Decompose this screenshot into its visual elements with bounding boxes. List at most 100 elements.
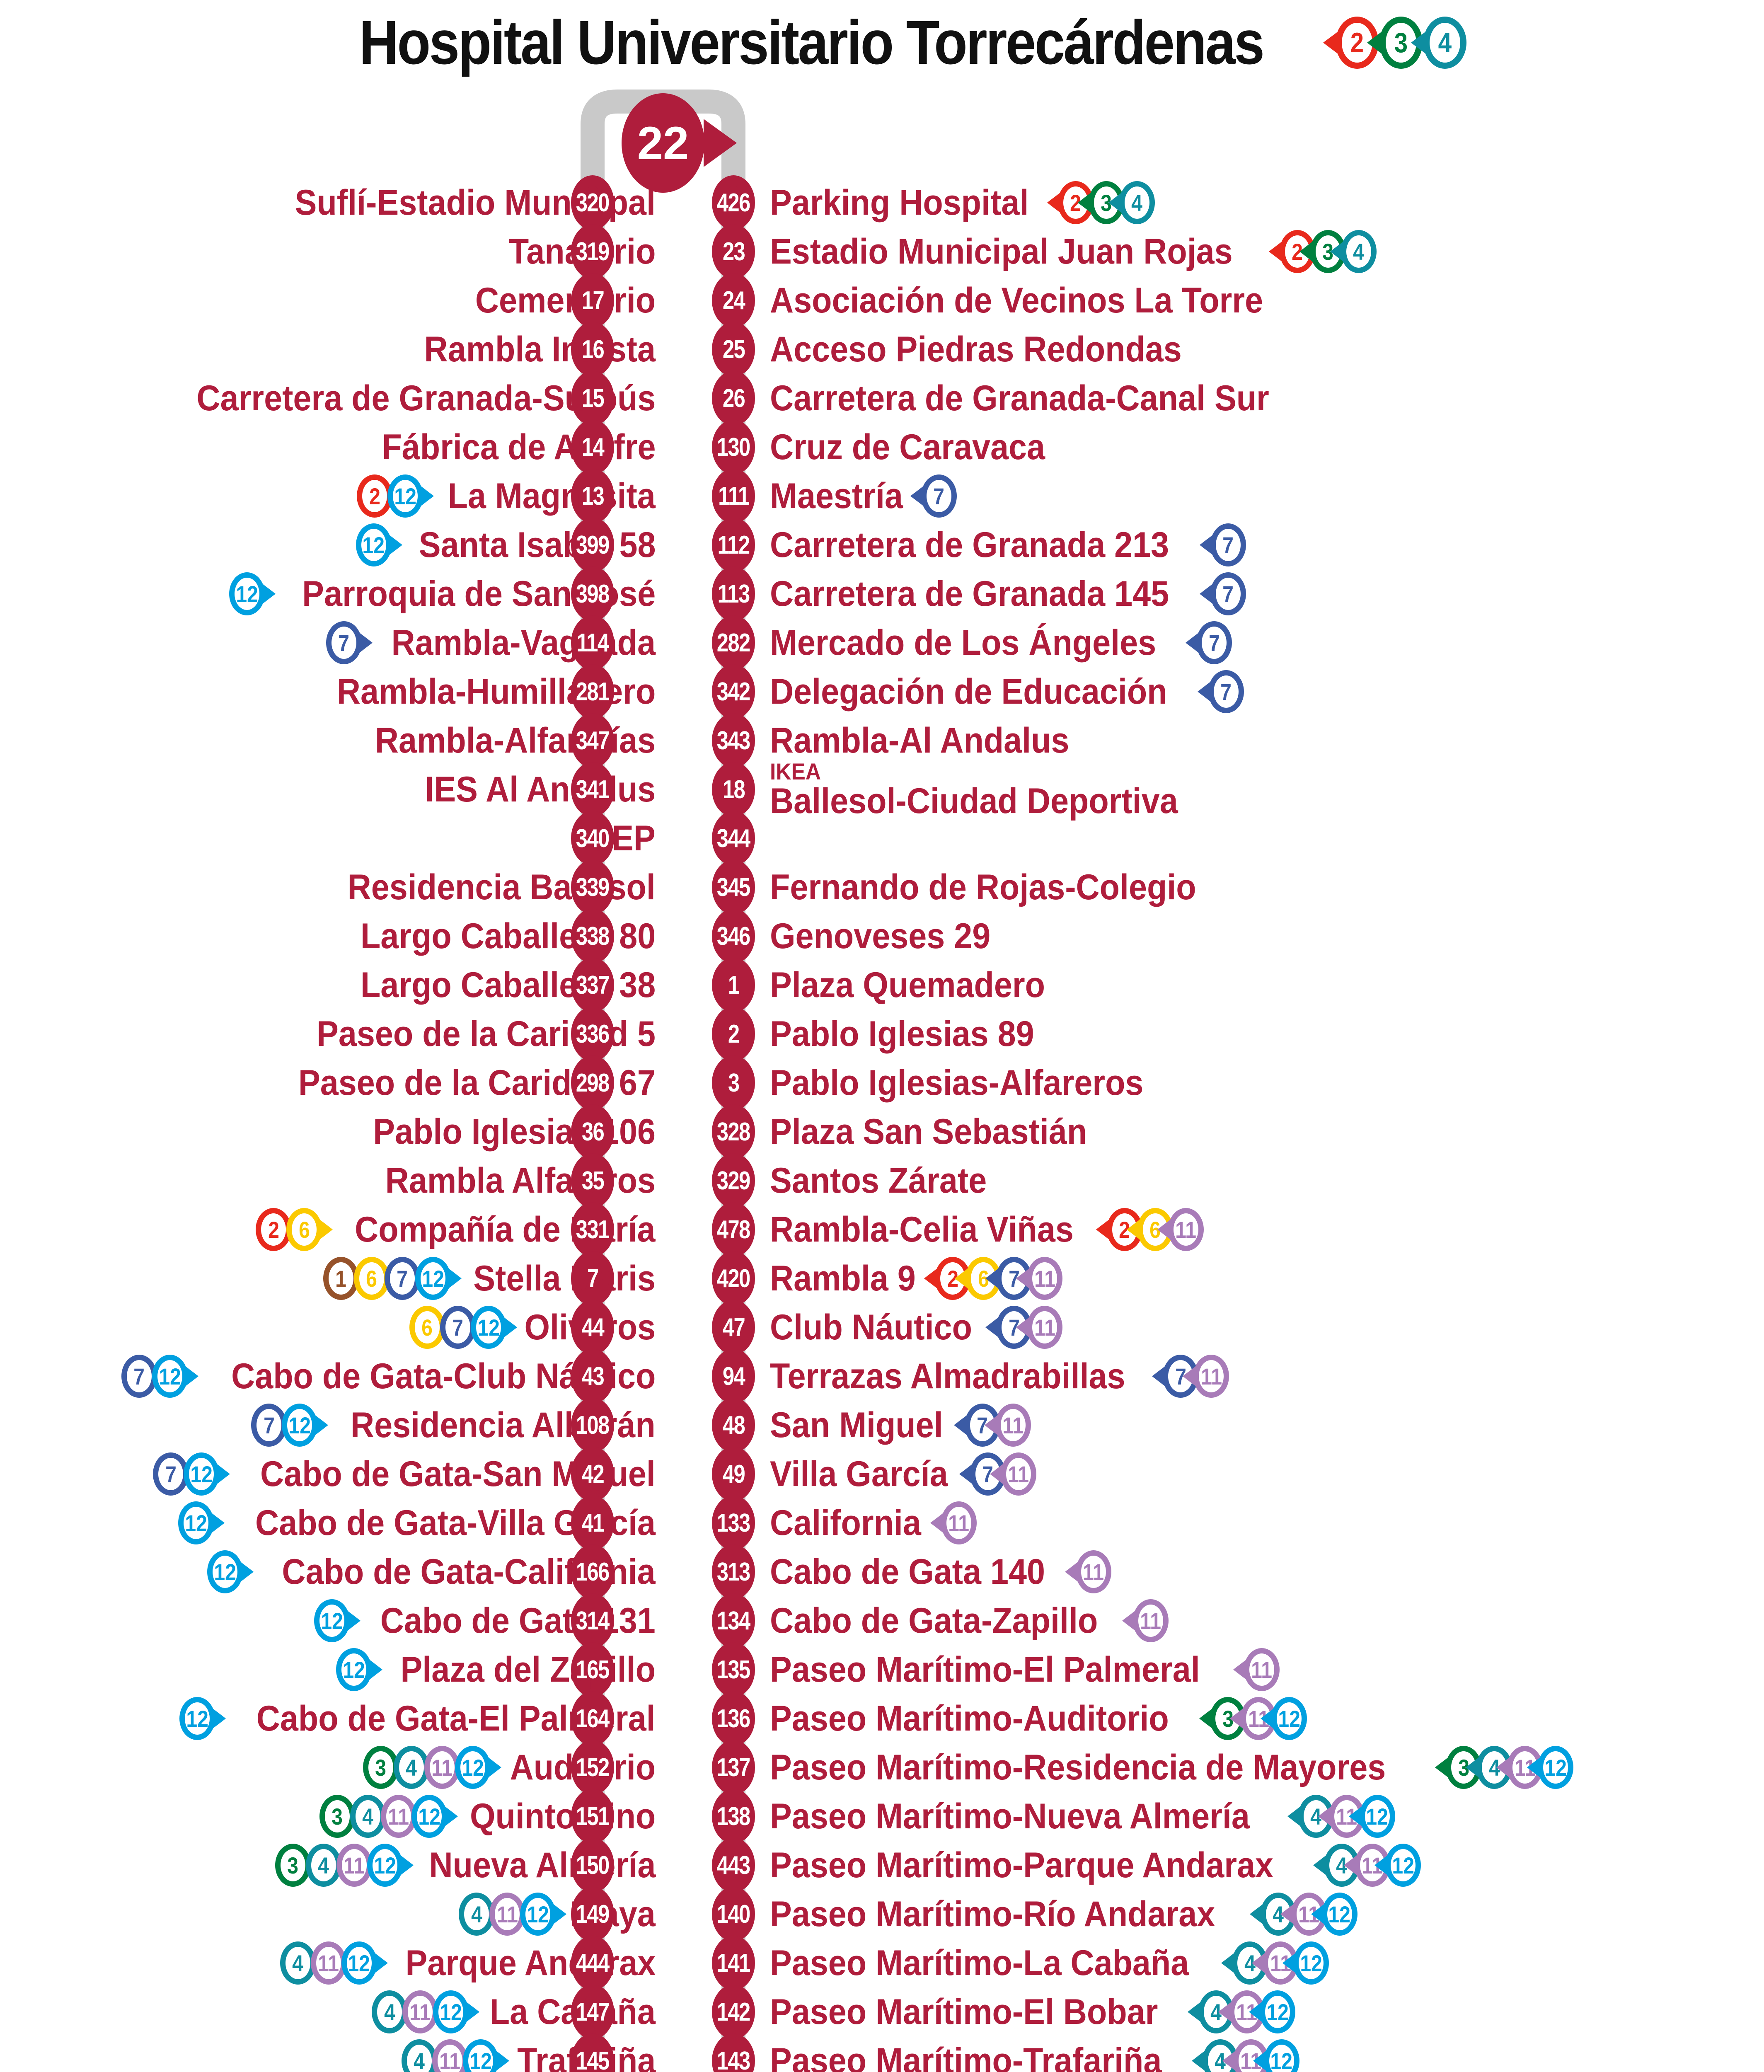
stop-row[interactable]: Maestría 7 [762, 472, 1764, 520]
stop-row[interactable]: Fernando de Rojas-Colegio [762, 863, 1764, 912]
line-badge-12[interactable]: 12 [207, 1550, 243, 1593]
line-badge-3[interactable]: 3 [319, 1795, 355, 1838]
line-badge-4[interactable]: 4 [1341, 230, 1377, 273]
stop-row[interactable]: CEP [0, 814, 663, 863]
line-badge-7[interactable]: 7 [1210, 523, 1246, 566]
stop-row[interactable]: San Miguel 7 11 [762, 1401, 1764, 1450]
stop-row[interactable]: Rambla Iniesta [0, 325, 663, 374]
line-badge-12[interactable]: 12 [462, 2039, 498, 2072]
stop-row[interactable]: Acceso Piedras Redondas [762, 325, 1764, 374]
line-badge-12[interactable]: 12 [1271, 1697, 1307, 1740]
stop-row[interactable]: Paseo Marítimo-Nueva Almería 4 11 12 [762, 1792, 1764, 1841]
line-badge-12[interactable]: 12 [336, 1648, 372, 1691]
stop-row[interactable]: Pablo Iglesias 106 [0, 1107, 663, 1156]
line-badge-12[interactable]: 12 [282, 1404, 318, 1447]
stop-row[interactable]: Plaza Quemadero [762, 961, 1764, 1009]
stop-row[interactable]: Paseo Marítimo-Trafariña 4 11 12 [762, 2036, 1764, 2072]
stop-row[interactable]: 7 12 Cabo de Gata-Club Náutico [0, 1352, 663, 1401]
stop-row[interactable]: Cruz de Caravaca [762, 423, 1764, 472]
stop-row[interactable]: IES Al Andalus [0, 765, 663, 814]
line-badge-7[interactable]: 7 [921, 474, 957, 518]
line-badge-11[interactable]: 11 [1027, 1257, 1063, 1300]
stop-row[interactable]: 12 Cabo de Gata 131 [0, 1596, 663, 1645]
line-badge-7[interactable]: 7 [1196, 621, 1232, 664]
stop-row[interactable]: 12 Cabo de Gata-California [0, 1547, 663, 1596]
stop-row[interactable]: 4 11 12 La Cabaña [0, 1987, 663, 2036]
stop-row[interactable]: 12 Santa Isabel 58 [0, 520, 663, 569]
line-badge-6[interactable]: 6 [286, 1208, 322, 1251]
stop-row[interactable]: California 11 [762, 1498, 1764, 1547]
stop-row[interactable]: 4 11 12 Trafariña [0, 2036, 663, 2072]
stop-row[interactable]: Carretera de Granada-Surbús [0, 374, 663, 423]
stop-row[interactable]: Cabo de Gata 140 11 [762, 1547, 1764, 1596]
line-badge-6[interactable]: 6 [409, 1306, 445, 1349]
line-badge-12[interactable]: 12 [152, 1355, 188, 1398]
stop-row[interactable]: Cabo de Gata-Zapillo 11 [762, 1596, 1764, 1645]
stop-row[interactable]: Suflí-Estadio Municipal [0, 178, 663, 227]
stop-row[interactable]: Carretera de Granada-Canal Sur [762, 374, 1764, 423]
stop-row[interactable]: Rambla-Celia Viñas 2 6 11 [762, 1205, 1764, 1254]
stop-row[interactable]: Plaza San Sebastián [762, 1107, 1764, 1156]
stop-row[interactable]: IKEA Ballesol-Ciudad Deportiva [762, 759, 1764, 819]
stop-row[interactable]: Cementerio [0, 276, 663, 325]
stop-row[interactable]: Tanatorio [0, 227, 663, 276]
line-badge-11[interactable]: 11 [995, 1404, 1031, 1447]
stop-row[interactable]: Paseo Marítimo-Río Andarax 4 11 12 [762, 1890, 1764, 1939]
stop-row[interactable]: Terrazas Almadrabillas 7 11 [762, 1352, 1764, 1401]
line-badge-12[interactable]: 12 [1359, 1795, 1395, 1838]
line-badge-12[interactable]: 12 [1538, 1746, 1574, 1789]
line-badge-11[interactable]: 11 [1168, 1208, 1204, 1251]
line-badge-4[interactable]: 4 [1423, 16, 1467, 69]
line-badge-11[interactable]: 11 [1027, 1306, 1063, 1349]
line-badge-12[interactable]: 12 [314, 1599, 350, 1642]
stop-row[interactable]: Paseo Marítimo-Residencia de Mayores 3 4 11… [762, 1743, 1764, 1792]
stop-row[interactable]: Delegación de Educación 7 [762, 667, 1764, 716]
stop-row[interactable]: Residencia Ballesol [0, 863, 663, 912]
stop-row[interactable]: Carretera de Granada 213 7 [762, 520, 1764, 569]
line-badge-12[interactable]: 12 [178, 1501, 214, 1544]
stop-row[interactable]: Paseo Marítimo-Parque Andarax 4 11 12 [762, 1841, 1764, 1890]
line-badge-11[interactable]: 11 [1000, 1452, 1036, 1496]
stop-row[interactable]: 7 Rambla-Vaguada [0, 618, 663, 667]
line-badge-12[interactable]: 12 [179, 1697, 215, 1740]
line-badge-12[interactable]: 12 [520, 1893, 556, 1936]
stop-row[interactable]: Paseo de la Caridad 5 [0, 1009, 663, 1058]
stop-row[interactable]: Mercado de Los Ángeles 7 [762, 618, 1764, 667]
line-badge-4[interactable]: 4 [459, 1893, 495, 1936]
line-badge-12[interactable]: 12 [415, 1257, 451, 1300]
line-badge-2[interactable]: 2 [1336, 16, 1379, 69]
stop-row[interactable]: Rambla-Humilladero [0, 667, 663, 716]
line-badge-11[interactable]: 11 [424, 1746, 460, 1789]
stop-row[interactable]: Fábrica de Azufre [0, 423, 663, 472]
stop-row[interactable]: Paseo Marítimo-El Bobar 4 11 12 [762, 1987, 1764, 2036]
stop-row[interactable]: 1 6 7 12 Stella Maris [0, 1254, 663, 1303]
line-badge-12[interactable]: 12 [1293, 1941, 1329, 1985]
stop-row[interactable]: Rambla Alfareros [0, 1156, 663, 1205]
line-badge-12[interactable]: 12 [1321, 1893, 1357, 1936]
line-badge-7[interactable]: 7 [326, 621, 362, 664]
stop-row[interactable]: 4 11 12 Playa [0, 1890, 663, 1939]
stop-row[interactable]: Paseo de la Caridad 67 [0, 1058, 663, 1107]
stop-row[interactable]: 3 4 11 12 Quinto Pino [0, 1792, 663, 1841]
line-badge-7[interactable]: 7 [1210, 572, 1246, 615]
stop-row[interactable]: 4 11 12 Parque Andarax [0, 1939, 663, 1987]
line-badge-11[interactable]: 11 [1244, 1648, 1280, 1691]
stop-row[interactable]: Carretera de Granada 145 7 [762, 569, 1764, 618]
stop-row[interactable]: 2 12 La Magnesita [0, 472, 663, 520]
line-badge-12[interactable]: 12 [341, 1941, 377, 1985]
stop-row[interactable]: 6 7 12 Oliveros [0, 1303, 663, 1352]
line-badge-12[interactable]: 12 [1263, 2039, 1299, 2072]
stop-row[interactable]: 3 4 11 12 Auditorio [0, 1743, 663, 1792]
stop-row[interactable]: Paseo Marítimo-Auditorio 3 11 12 [762, 1694, 1764, 1743]
stop-row[interactable]: Club Náutico 7 11 [762, 1303, 1764, 1352]
line-badge-11[interactable]: 11 [1507, 1746, 1543, 1789]
stop-row[interactable]: Parking Hospital 2 3 4 [762, 178, 1764, 227]
line-badge-4[interactable]: 4 [1119, 181, 1155, 224]
line-badge-12[interactable]: 12 [229, 572, 265, 615]
line-badge-12[interactable]: 12 [387, 474, 423, 518]
stop-row[interactable]: 7 12 Cabo de Gata-San Miguel [0, 1450, 663, 1498]
line-badge-12[interactable]: 12 [455, 1746, 491, 1789]
stop-row[interactable]: 2 6 Compañía de María [0, 1205, 663, 1254]
line-badge-7[interactable]: 7 [121, 1355, 157, 1398]
line-badge-4[interactable]: 4 [1298, 1795, 1334, 1838]
